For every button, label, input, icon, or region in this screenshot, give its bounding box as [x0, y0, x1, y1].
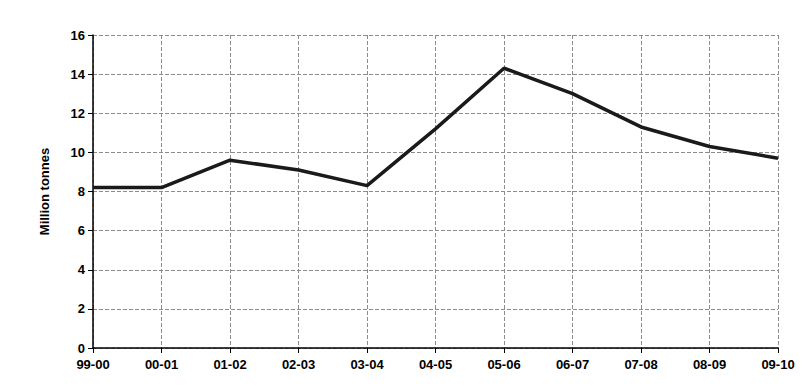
svg-text:03-04: 03-04: [350, 357, 384, 372]
svg-text:06-07: 06-07: [556, 357, 589, 372]
svg-text:05-06: 05-06: [487, 357, 520, 372]
svg-text:Million tonnes: Million tonnes: [37, 148, 52, 235]
svg-text:10: 10: [71, 145, 85, 160]
svg-text:02-03: 02-03: [282, 357, 315, 372]
svg-text:99-00: 99-00: [76, 357, 109, 372]
svg-text:8: 8: [78, 184, 85, 199]
svg-text:0: 0: [78, 341, 85, 356]
svg-text:04-05: 04-05: [419, 357, 452, 372]
svg-text:01-02: 01-02: [213, 357, 246, 372]
svg-text:2: 2: [78, 301, 85, 316]
svg-text:07-08: 07-08: [624, 357, 657, 372]
svg-text:4: 4: [78, 262, 86, 277]
svg-text:6: 6: [78, 223, 85, 238]
svg-text:12: 12: [71, 106, 85, 121]
svg-text:08-09: 08-09: [693, 357, 726, 372]
svg-text:14: 14: [71, 67, 86, 82]
svg-text:09-10: 09-10: [761, 357, 794, 372]
svg-text:16: 16: [71, 28, 85, 43]
svg-text:00-01: 00-01: [145, 357, 178, 372]
